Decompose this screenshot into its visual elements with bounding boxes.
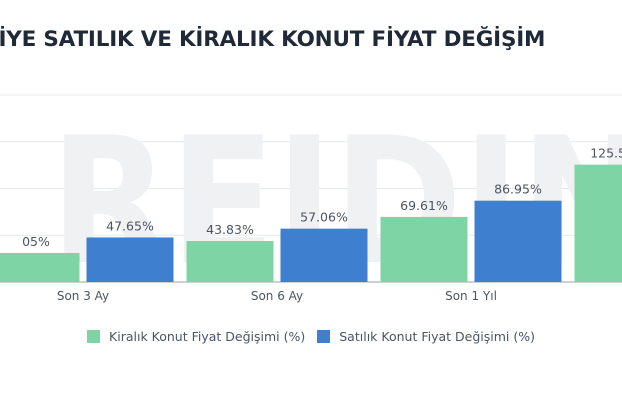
legend-swatch-satilik: [317, 330, 331, 343]
x-tick-label: Son 3 Ay: [57, 289, 109, 303]
bars: [0, 164, 622, 282]
legend-label-satilik: Satılık Konut Fiyat Değişimi (%): [339, 329, 535, 344]
bar-satilik-0[interactable]: [86, 237, 174, 282]
data-label: 47.65%: [106, 218, 154, 233]
data-label: 86.95%: [494, 182, 542, 197]
legend-item-kiralik[interactable]: Kiralık Konut Fiyat Değişimi (%): [87, 329, 305, 344]
bar-satilik-1[interactable]: [280, 228, 368, 282]
x-tick-label: Son 1 Yıl: [445, 289, 497, 303]
data-label: 05%: [22, 234, 50, 249]
bar-kiralik-0[interactable]: [0, 252, 80, 282]
legend: Kiralık Konut Fiyat Değişimi (%) Satılık…: [0, 329, 622, 344]
x-tick-label: Son 6 Ay: [251, 289, 303, 303]
bar-kiralik-2[interactable]: [380, 216, 468, 282]
legend-swatch-kiralik: [87, 330, 101, 343]
bar-satilik-2[interactable]: [474, 200, 562, 282]
data-label: 57.06%: [300, 210, 348, 225]
legend-item-satilik[interactable]: Satılık Konut Fiyat Değişimi (%): [317, 329, 535, 344]
bar-kiralik-3[interactable]: [574, 164, 622, 282]
legend-label-kiralik: Kiralık Konut Fiyat Değişimi (%): [109, 329, 306, 344]
bar-kiralik-1[interactable]: [186, 241, 274, 282]
chart-title: KİYE SATILIK VE KİRALIK KONUT FİYAT DEĞİ…: [0, 27, 546, 52]
data-label: 69.61%: [400, 198, 448, 213]
data-labels: 05% 47.65% 43.83% 57.06% 69.61% 86.95% 125.52%: [22, 146, 622, 249]
data-label: 43.83%: [206, 222, 254, 237]
data-label: 125.52%: [590, 146, 622, 161]
